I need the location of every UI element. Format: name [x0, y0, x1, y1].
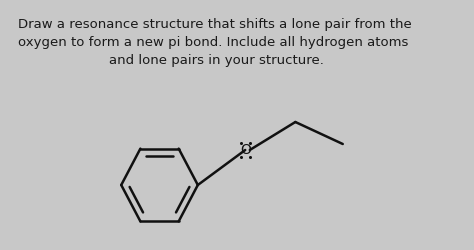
Text: oxygen to form a new pi bond. Include all hydrogen atoms: oxygen to form a new pi bond. Include al…	[18, 36, 409, 49]
Text: and lone pairs in your structure.: and lone pairs in your structure.	[109, 54, 323, 67]
Text: Draw a resonance structure that shifts a lone pair from the: Draw a resonance structure that shifts a…	[18, 18, 412, 31]
Text: O: O	[240, 143, 251, 157]
